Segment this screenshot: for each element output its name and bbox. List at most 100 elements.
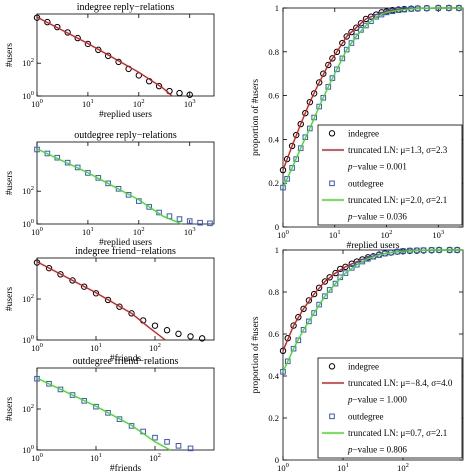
x-tick-label: 100 (31, 98, 43, 109)
data-point (69, 392, 76, 398)
legend-marker (329, 180, 335, 187)
y-tick-label: 1 (275, 3, 279, 13)
data-point (333, 48, 341, 55)
panel-outdegree-friend-relations: outdegree friend−relations 100 101 102 100 10… (5, 356, 215, 474)
data-point (343, 46, 350, 53)
plot-frame (282, 7, 464, 228)
x-tick-label: 101 (337, 462, 349, 473)
data-point (33, 14, 41, 21)
panel-outdegree-reply-relations: outdegree reply−relations 100 101 102 103 100… (5, 130, 215, 248)
y-tick-label: 0.4 (268, 134, 279, 144)
legend: indegree truncated LN: μ=1.3, σ=2.3 p−valu… (317, 124, 463, 226)
y-tick-label: 0.8 (268, 47, 279, 57)
data-point (116, 303, 123, 310)
data-point (363, 22, 369, 29)
y-tick-label: 0 (275, 222, 279, 232)
x-tick-label: 100 (31, 452, 43, 463)
legend-marker (328, 363, 336, 370)
legend-marker (328, 130, 336, 137)
data-point (105, 410, 111, 416)
series-line (282, 7, 463, 188)
data-point (300, 327, 307, 333)
data-point (146, 204, 152, 210)
data-point (44, 150, 51, 157)
x-tick-label: 101 (82, 226, 94, 237)
x-tick-label: 102 (149, 452, 161, 463)
series-line (282, 249, 463, 352)
data-point (115, 186, 122, 192)
data-point (290, 322, 297, 329)
data-point (187, 445, 194, 452)
y-tick-label: 100 (22, 334, 34, 345)
y-tick-label: 102 (22, 403, 34, 414)
x-tick-label: 100 (277, 462, 289, 473)
legend: indegree truncated LN: μ=−8.4, σ=4.0 p−val… (317, 357, 463, 459)
data-point (207, 220, 213, 227)
y-tick-label: 0.6 (268, 91, 279, 101)
data-point (84, 40, 92, 48)
x-tick-label: 102 (149, 342, 161, 353)
series-line (282, 249, 463, 373)
legend-marker (329, 413, 335, 420)
data-point (329, 75, 336, 81)
x-axis-label: #friends (110, 353, 141, 364)
data-point (186, 218, 193, 224)
panel-indegree-friend-relations: indegree friend−relations 100 101 102 100 102… (5, 246, 215, 364)
y-tick-label: 1 (275, 245, 279, 255)
data-point (163, 327, 171, 334)
data-point (295, 337, 302, 344)
data-point (186, 91, 193, 98)
x-tick-label: 102 (397, 462, 409, 473)
legend-box (317, 357, 463, 459)
plot-frame (36, 141, 215, 225)
chart-title: indegree friend−relations (75, 246, 176, 257)
data-point (332, 280, 339, 287)
data-point (321, 278, 329, 285)
data-point (339, 55, 346, 62)
data-point (326, 274, 333, 281)
x-tick-label: 101 (82, 98, 94, 109)
data-point (284, 176, 290, 182)
data-point (69, 277, 76, 284)
data-point (342, 270, 349, 276)
legend-label: truncated LN: μ=−8.4, σ=4.0 (348, 378, 453, 388)
y-axis-label: #users (5, 397, 15, 422)
chart-title: outdegree reply−relations (74, 130, 177, 141)
y-tick-label: 102 (22, 57, 34, 68)
y-axis-label: #users (5, 171, 15, 196)
data-point (343, 33, 350, 40)
data-point (45, 264, 53, 272)
data-point (368, 18, 374, 24)
legend-label: indegree (348, 361, 379, 371)
panel-reply-cdf: 100 101 102 103 0 0.2 0.4 0.6 0.8 1 #replied users… (250, 3, 464, 251)
x-tick-label: 103 (184, 226, 196, 237)
data-point (175, 330, 182, 338)
x-tick-label: 103 (432, 229, 444, 240)
data-point (54, 23, 61, 31)
x-tick-label: 100 (31, 226, 43, 237)
data-point (354, 261, 360, 268)
y-tick-label: 0.6 (268, 329, 279, 339)
data-point (57, 271, 64, 278)
fit-line (36, 16, 173, 97)
data-point (342, 263, 349, 270)
data-point (74, 34, 81, 42)
data-point (348, 40, 355, 46)
legend-label: p−value = 0.001 (347, 162, 407, 172)
data-point (293, 131, 300, 139)
data-point (290, 345, 297, 352)
x-axis-label: #replied users (99, 238, 152, 248)
fit-line (36, 377, 171, 451)
chart-title: outdegree friend−relations (73, 356, 179, 367)
legend-label: truncated LN: μ=1.3, σ=2.3 (348, 145, 448, 155)
data-point (283, 155, 291, 163)
data-point (95, 175, 102, 181)
x-tick-label: 102 (133, 98, 145, 109)
x-tick-label: 101 (90, 342, 102, 353)
data-point (128, 423, 135, 429)
legend-label: p−value = 1.000 (347, 395, 407, 405)
data-point (152, 434, 158, 441)
legend-label: outdegree (348, 411, 383, 421)
y-tick-label: 100 (22, 444, 34, 455)
